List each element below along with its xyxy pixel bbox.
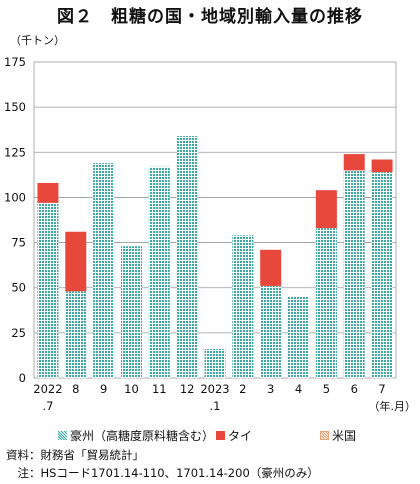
legend-label-australia: 豪州（高糖度原料糖含む） bbox=[70, 429, 215, 443]
footnote: 注：HSコード1701.14-110、1701.14-200（豪州のみ） bbox=[6, 466, 319, 480]
bar-thailand bbox=[65, 231, 87, 292]
bar-thailand bbox=[343, 154, 365, 171]
x-tick-label: 2023 bbox=[200, 382, 229, 396]
x-tick-label: 3 bbox=[267, 382, 274, 396]
x-tick-label: 7 bbox=[378, 382, 385, 396]
bar-thailand bbox=[371, 159, 393, 173]
x-tick-label-line2: .1 bbox=[210, 399, 221, 413]
notes: 資料：財務省「貿易統計」 注：HSコード1701.14-110、1701.14-… bbox=[6, 446, 319, 482]
bar-thailand bbox=[260, 249, 282, 286]
legend-item-thailand: タイ bbox=[216, 427, 252, 444]
bar-australia bbox=[315, 228, 337, 378]
bar-australia bbox=[232, 235, 254, 378]
source-note: 資料：財務省「貿易統計」 bbox=[6, 448, 144, 462]
bar-australia bbox=[260, 285, 282, 378]
legend-swatch-australia bbox=[58, 431, 67, 440]
x-tick-label: 9 bbox=[100, 382, 107, 396]
legend-swatch-usa bbox=[320, 431, 329, 440]
y-tick-label: 75 bbox=[11, 236, 26, 250]
y-tick-label: 125 bbox=[4, 145, 26, 159]
x-axis-unit: （年.月） bbox=[369, 399, 417, 413]
legend-label-thailand: タイ bbox=[228, 429, 253, 443]
x-tick-label: 6 bbox=[351, 382, 358, 396]
x-tick-label: 2 bbox=[239, 382, 246, 396]
bar-australia bbox=[148, 166, 170, 378]
y-tick-label: 150 bbox=[4, 100, 26, 114]
x-tick-label: 4 bbox=[295, 382, 302, 396]
bar-australia bbox=[176, 136, 198, 378]
chart-title: 図２ 粗糖の国・地域別輸入量の推移 bbox=[57, 7, 363, 27]
x-tick-label: 5 bbox=[323, 382, 330, 396]
bar-australia bbox=[93, 163, 115, 378]
legend-item-australia: 豪州（高糖度原料糖含む） bbox=[58, 427, 214, 444]
legend-label-usa: 米国 bbox=[332, 429, 357, 443]
bar-australia bbox=[37, 202, 59, 378]
bar-australia bbox=[65, 291, 87, 378]
y-tick-label: 175 bbox=[4, 55, 26, 69]
x-tick-label-line2: .7 bbox=[42, 399, 53, 413]
y-tick-label: 100 bbox=[4, 190, 26, 204]
plot-area bbox=[33, 61, 397, 379]
bar-australia bbox=[204, 349, 226, 378]
y-tick-label: 50 bbox=[11, 281, 26, 295]
legend-item-usa: 米国 bbox=[320, 427, 356, 444]
y-tick-label: 0 bbox=[19, 371, 26, 385]
y-axis-unit: （千トン） bbox=[10, 34, 65, 47]
x-tick-label: 2022 bbox=[33, 382, 62, 396]
y-tick-label: 25 bbox=[11, 326, 26, 340]
legend: 豪州（高糖度原料糖含む） タイ 米国 bbox=[0, 427, 420, 443]
bar-australia bbox=[343, 170, 365, 378]
legend-swatch-thailand bbox=[216, 431, 225, 440]
x-tick-label: 10 bbox=[124, 382, 139, 396]
bar-thailand bbox=[315, 190, 337, 229]
x-tick-label: 12 bbox=[180, 382, 195, 396]
bar-australia bbox=[371, 172, 393, 378]
bar-australia bbox=[288, 296, 310, 378]
x-tick-label: 8 bbox=[72, 382, 79, 396]
bar-thailand bbox=[37, 182, 59, 203]
x-tick-label: 11 bbox=[152, 382, 167, 396]
bar-australia bbox=[120, 246, 142, 378]
